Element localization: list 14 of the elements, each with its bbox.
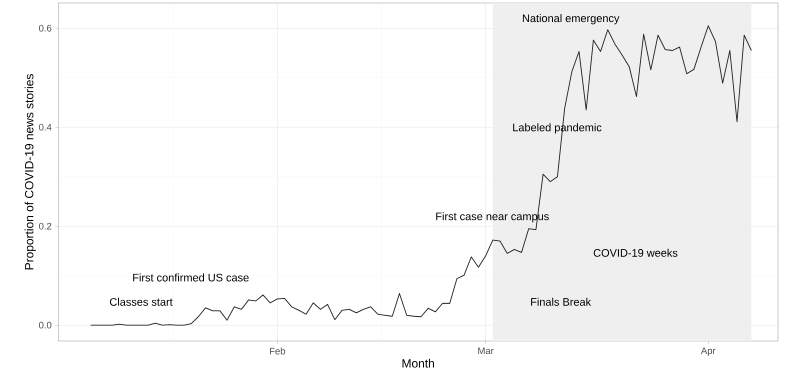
annotation: Finals Break (531, 298, 592, 306)
y-tick-label: 0.4 (39, 124, 52, 131)
x-tick-label: Apr (700, 348, 716, 356)
y-tick-label: 0.0 (39, 322, 52, 329)
annotation: Classes start (110, 298, 173, 306)
y-tick-label: 0.6 (39, 24, 52, 32)
y-tick-label: 0.2 (39, 222, 52, 230)
x-tick-label: Mar (478, 348, 494, 354)
annotation: COVID-19 weeks (594, 248, 678, 257)
x-axis-title: Month (402, 358, 434, 368)
annotation: First confirmed US case (133, 273, 249, 282)
y-axis-title: Proportion of COVID-19 news stories (24, 74, 36, 270)
x-tick-label: Feb (270, 348, 286, 354)
annotation: National emergency (522, 14, 620, 24)
